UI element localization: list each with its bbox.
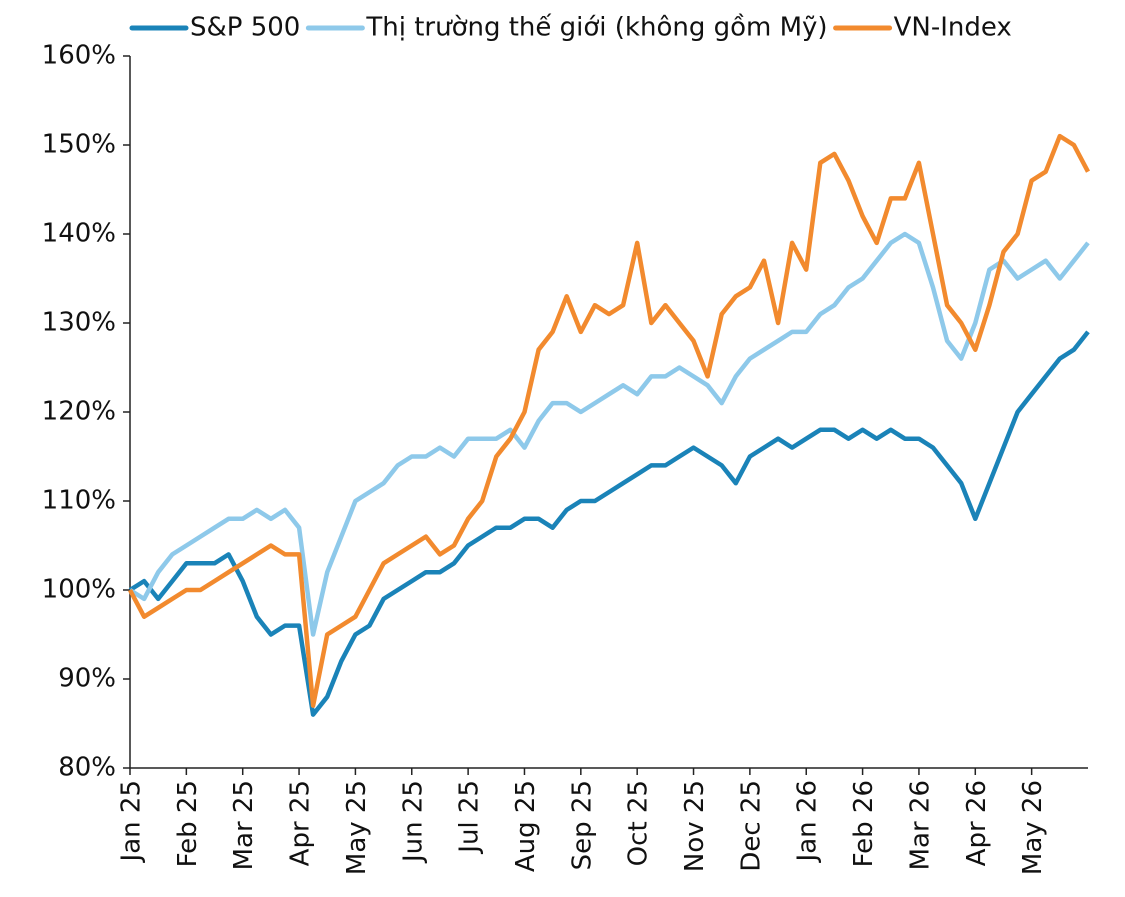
legend-label: Thị trường thế giới (không gồm Mỹ)	[365, 13, 827, 43]
y-tick-label: 120%	[42, 397, 116, 427]
x-tick-label: Jul 25	[455, 780, 485, 855]
series-line	[128, 133, 1090, 708]
legend-label: S&P 500	[190, 13, 300, 43]
y-tick-label: 140%	[42, 219, 116, 249]
x-tick-label: Feb 26	[849, 780, 879, 867]
legend-label: VN-Index	[894, 13, 1012, 43]
x-tick-label: Apr 25	[286, 780, 316, 866]
x-tick-label: Aug 25	[511, 780, 541, 872]
x-tick-label: Jan 25	[117, 780, 147, 863]
x-tick-label: Mar 25	[229, 780, 259, 870]
x-tick-label: Dec 25	[736, 780, 766, 872]
x-tick-label: Sep 25	[567, 780, 597, 870]
y-tick-label: 80%	[58, 753, 116, 783]
y-tick-label: 110%	[42, 486, 116, 516]
y-tick-label: 150%	[42, 130, 116, 160]
x-tick-label: Nov 25	[680, 780, 710, 872]
y-tick-label: 90%	[58, 664, 116, 694]
x-tick-label: Apr 26	[962, 780, 992, 866]
series-line	[128, 231, 1090, 637]
x-tick-label: Mar 26	[905, 780, 935, 870]
y-tick-label: 160%	[42, 41, 116, 71]
x-tick-label: Jan 26	[793, 780, 823, 863]
x-tick-label: Jun 25	[398, 780, 428, 864]
x-tick-label: Oct 25	[624, 780, 654, 866]
y-tick-label: 100%	[42, 575, 116, 605]
series-line	[128, 330, 1090, 717]
x-tick-label: Feb 25	[173, 780, 203, 867]
y-tick-label: 130%	[42, 308, 116, 338]
x-tick-label: May 26	[1018, 780, 1048, 875]
x-tick-label: May 25	[342, 780, 372, 875]
